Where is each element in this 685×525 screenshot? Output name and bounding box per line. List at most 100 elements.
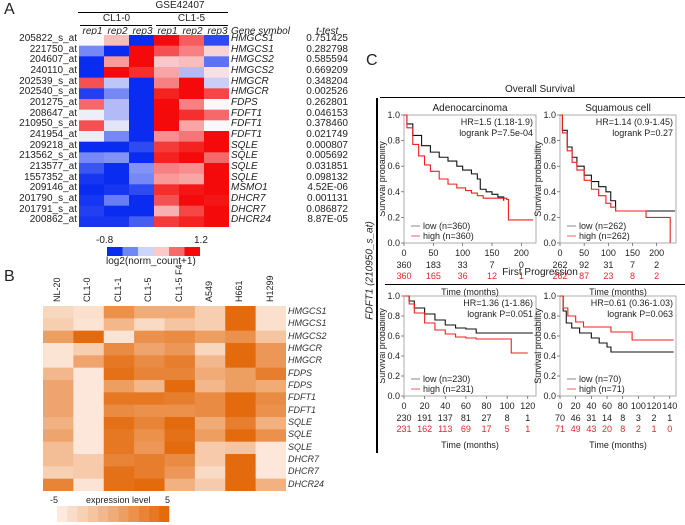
heatmap-a-cell: [154, 109, 180, 121]
heatmap-b-cell: [225, 454, 257, 467]
x-tick-label: 60: [461, 401, 471, 411]
heatmap-b-cell: [103, 441, 135, 455]
gene-symbol-b: DHCR7: [288, 453, 320, 464]
heatmap-b-cell: [225, 392, 257, 406]
risk-table-low: 8: [505, 413, 510, 423]
risk-table-high: 49: [571, 424, 581, 434]
heatmap-b-cell: [164, 478, 196, 491]
probe-id: 209146_at: [29, 182, 77, 194]
risk-table-low: 14: [602, 413, 612, 423]
risk-table-low: 262: [552, 260, 567, 270]
heatmap-b-cell: [73, 392, 105, 406]
column-label-b: NL-20: [52, 277, 62, 302]
heatmap-b-cell: [255, 478, 286, 491]
heatmap-b-cell: [73, 454, 105, 467]
km-plot-title: Squamous cell: [585, 103, 651, 114]
heatmap-a-cell: [104, 99, 130, 111]
probe-id: 202539_s_at: [19, 75, 77, 87]
heatmap-b-cell: [103, 330, 135, 344]
heatmap-b-cell: [103, 417, 135, 430]
heatmap-b-cell: [255, 392, 286, 406]
y-tick-label: 0.6: [543, 331, 556, 341]
heatmap-a-cell: [129, 35, 155, 47]
gene-symbol: MSMO1: [231, 182, 268, 194]
heatmap-a-cell: [104, 35, 130, 47]
heatmap-a-cell: [204, 120, 229, 132]
risk-table-high: 262: [552, 271, 567, 281]
heatmap-b-cell: [43, 404, 74, 418]
ttest-value: 0.000807: [306, 139, 348, 151]
ttest-value: 0.021749: [306, 128, 348, 140]
gene-symbol: HMGCR: [231, 75, 269, 87]
heatmap-b-cell: [255, 466, 286, 480]
group-label-cl1-5: CL1-5: [177, 13, 206, 24]
x-tick-label: 20: [420, 401, 430, 411]
heatmap-b-cell: [134, 441, 165, 455]
panel-a-letter: A: [4, 1, 15, 18]
heatmap-a-cell: [104, 195, 130, 207]
heatmap-a-cell: [154, 67, 180, 79]
group-underline-cl1-0: [80, 25, 152, 26]
heatmap-b-cell: [164, 306, 196, 319]
risk-table-low: 1: [667, 413, 672, 423]
heatmap-a-cell: [204, 109, 229, 121]
risk-table-low: 360: [396, 260, 411, 270]
heatmap-a-cell: [79, 173, 105, 185]
heatmap-b-cell: [134, 343, 165, 356]
y-tick-label: 0.0: [387, 391, 400, 401]
x-tick-label: 60: [602, 401, 612, 411]
replicate-label: rep3: [207, 26, 228, 37]
risk-table-low: 8: [620, 413, 625, 423]
y-tick-label: 0.0: [543, 391, 556, 401]
legend-a-swatch: [107, 247, 123, 256]
legend-high-label: high (n=360): [423, 231, 474, 241]
heatmap-a-cell: [204, 184, 229, 196]
ttest-value: 0.005692: [306, 150, 348, 162]
km-plots: Adenocarcinoma0.00.20.40.60.81.0Survival…: [380, 103, 677, 450]
risk-table-high: 360: [396, 271, 411, 281]
heatmap-b-cell: [103, 367, 135, 381]
probe-id: 202540_s_at: [19, 86, 77, 98]
heatmap-b-cell: [73, 306, 105, 319]
dataset-underline: [78, 12, 228, 13]
gene-symbol-b: SQLE: [288, 416, 313, 427]
risk-table-high: 1: [519, 271, 524, 281]
heatmap-a-cell: [79, 56, 105, 68]
y-tick-label: 0.8: [543, 136, 556, 146]
heatmap-a-cell: [154, 216, 180, 227]
heatmap-a-cell: [79, 77, 105, 89]
km-plot-frame: [403, 295, 537, 397]
panel-c-side-label: FDFT1 (210950_s_at): [364, 221, 376, 320]
x-axis-label: Time (months): [589, 440, 647, 450]
ttest-value: 0.751425: [306, 33, 348, 44]
y-tick-label: 0.2: [387, 371, 400, 381]
probe-id: 205822_s_at: [19, 33, 77, 44]
probe-id: 1557352_at: [24, 171, 77, 183]
heatmap-a-cell: [204, 195, 229, 207]
heatmap-a-cell: [129, 205, 155, 217]
gene-symbol: HMGCS1: [231, 33, 274, 44]
heatmap-a-cell: [129, 77, 155, 89]
heatmap-b-cell: [103, 404, 135, 418]
heatmap-a-cell: [79, 195, 105, 207]
heatmap-b-cell: [194, 355, 226, 369]
risk-table-high: 2: [636, 424, 641, 434]
heatmap-b-cell: [43, 429, 74, 443]
heatmap-b-cell: [43, 355, 74, 369]
heatmap-b-cell: [194, 417, 226, 430]
heatmap-b-cell: [164, 392, 196, 406]
legend-b-swatch: [97, 506, 109, 522]
heatmap-b: [43, 306, 286, 491]
heatmap-b-cell: [134, 392, 165, 406]
y-tick-label: 0.8: [387, 311, 400, 321]
risk-table-low: 3: [636, 413, 641, 423]
risk-table-high: 87: [579, 271, 589, 281]
heatmap-a-cell: [179, 109, 205, 121]
probe-id-column: 205822_s_at 221750_at 204607_at 240110_at 20…: [0, 33, 77, 226]
risk-table-high: 162: [417, 424, 432, 434]
heatmap-a-cell: [179, 205, 205, 217]
y-tick-label: 0.2: [543, 212, 556, 222]
risk-table-low: 46: [571, 413, 581, 423]
heatmap-a-cell: [129, 163, 155, 175]
